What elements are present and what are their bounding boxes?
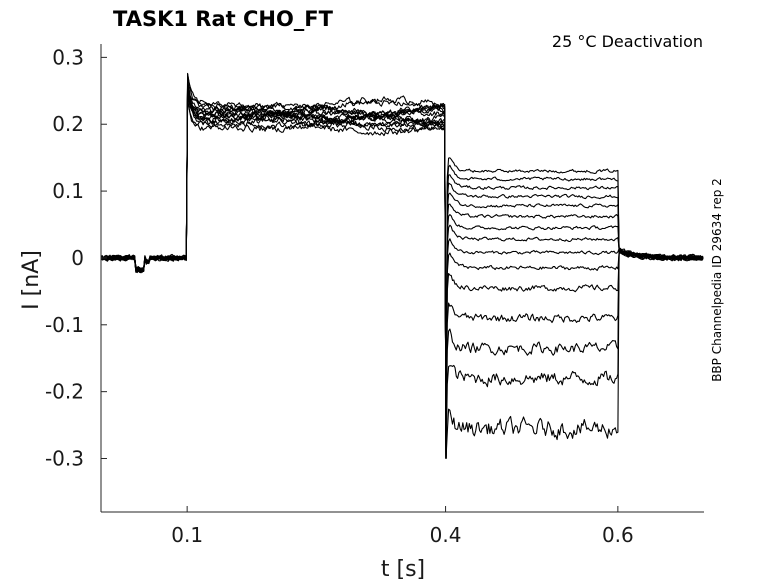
trace-13 — [100, 87, 704, 460]
side-label: BBP Channelpedia ID 29634 rep 2 — [710, 178, 724, 382]
trace-5 — [100, 86, 704, 460]
trace-4 — [100, 89, 704, 460]
trace-7 — [100, 84, 704, 460]
trace-8 — [100, 90, 704, 460]
trace-12 — [100, 99, 704, 460]
trace-3 — [100, 79, 704, 460]
y-tick-label: -0.2 — [45, 380, 84, 404]
trace-2 — [100, 79, 704, 460]
x-tick-label: 0.6 — [602, 523, 634, 547]
y-tick-label: 0.1 — [52, 179, 84, 203]
y-tick-label: -0.1 — [45, 313, 84, 337]
trace-group — [100, 72, 704, 460]
x-tick-label: 0.4 — [430, 523, 462, 547]
trace-6 — [100, 98, 704, 460]
y-tick-label: 0 — [71, 246, 84, 270]
trace-10 — [100, 83, 704, 460]
y-axis-label: I [nA] — [19, 250, 44, 310]
x-tick-label: 0.1 — [171, 523, 203, 547]
chart-annotation: 25 °C Deactivation — [552, 32, 703, 51]
y-tick-label: -0.3 — [45, 447, 84, 471]
trace-11 — [100, 80, 704, 460]
trace-1 — [100, 88, 704, 460]
chart-title: TASK1 Rat CHO_FT — [113, 7, 334, 31]
axes: 0.3 0.2 0.1 0 -0.1 -0.2 -0.3 0.1 0.4 0.6 — [45, 44, 704, 547]
y-tick-label: 0.3 — [52, 45, 84, 69]
y-tick-label: 0.2 — [52, 112, 84, 136]
trace-14 — [100, 82, 704, 460]
x-axis-label: t [s] — [381, 557, 425, 582]
trace-9 — [101, 73, 704, 460]
trace-15 — [100, 72, 704, 460]
